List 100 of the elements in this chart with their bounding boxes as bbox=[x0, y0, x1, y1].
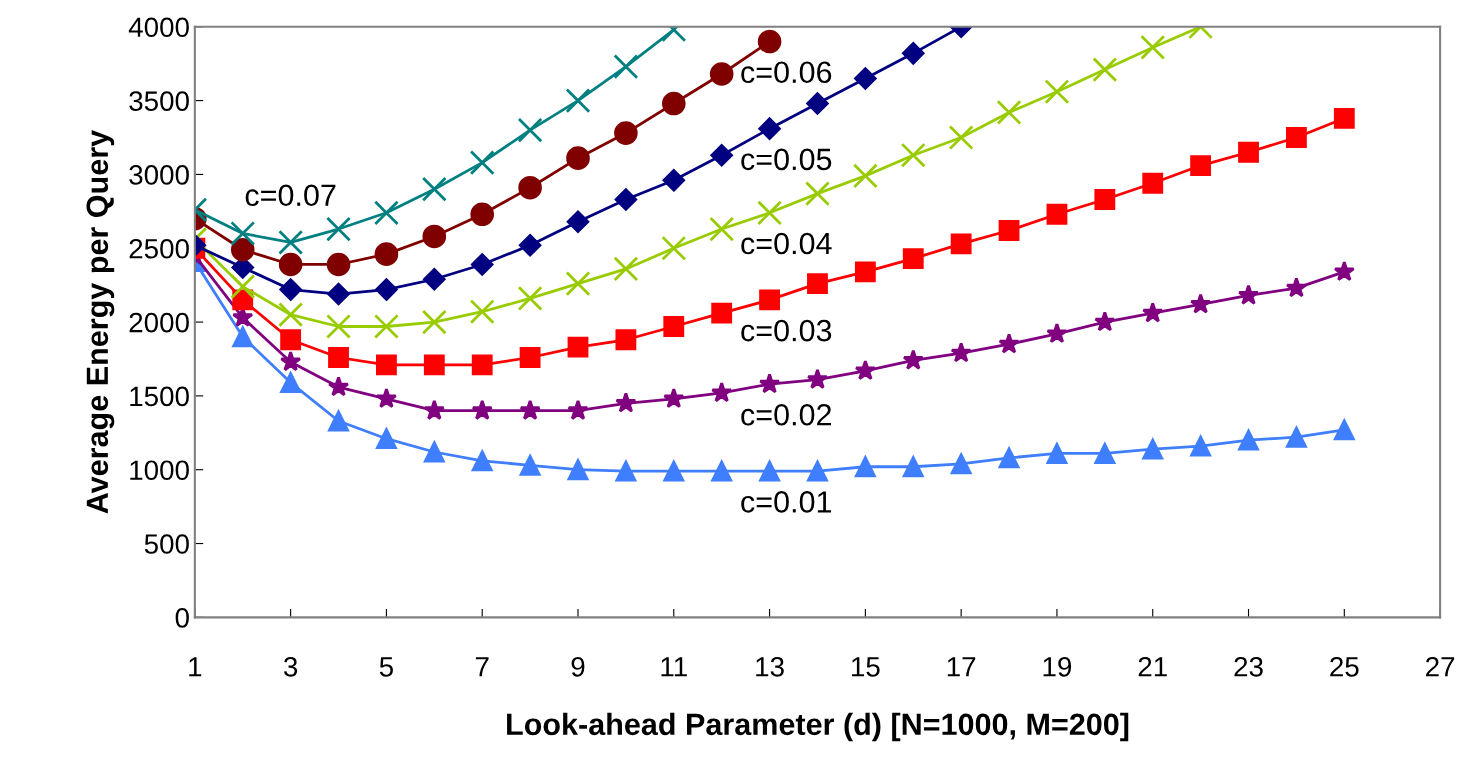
x-tick-label: 25 bbox=[1330, 656, 1359, 677]
point bbox=[663, 316, 685, 337]
x-axis-title: Look-ahead Parameter (d) [N=1000, M=200] bbox=[507, 712, 1129, 742]
point bbox=[469, 299, 495, 325]
point bbox=[902, 42, 925, 65]
point bbox=[709, 62, 734, 86]
y-tick-label: 1500 bbox=[130, 386, 189, 407]
point bbox=[854, 261, 876, 283]
point bbox=[470, 202, 495, 227]
point bbox=[375, 387, 398, 409]
y-tick-label: 2000 bbox=[129, 312, 189, 333]
point bbox=[519, 399, 541, 420]
point bbox=[758, 117, 781, 140]
point bbox=[518, 175, 542, 200]
point bbox=[230, 220, 256, 246]
point bbox=[566, 146, 590, 170]
point bbox=[1189, 293, 1212, 314]
point bbox=[998, 333, 1020, 354]
point bbox=[1190, 435, 1212, 457]
point bbox=[759, 289, 780, 311]
point bbox=[230, 274, 256, 300]
series-label: c=0.06 bbox=[741, 61, 832, 84]
point bbox=[1142, 172, 1164, 194]
point bbox=[1238, 141, 1259, 163]
point bbox=[998, 447, 1020, 469]
point bbox=[996, 99, 1022, 125]
x-tick-label: 23 bbox=[1234, 656, 1263, 677]
point bbox=[663, 460, 685, 482]
point bbox=[662, 169, 685, 192]
y-tick-label: 3000 bbox=[129, 165, 189, 185]
point bbox=[807, 460, 828, 482]
y-tick-label: 1000 bbox=[130, 460, 189, 481]
x-tick-label: 19 bbox=[1043, 656, 1072, 677]
point bbox=[1094, 189, 1116, 210]
point bbox=[759, 460, 780, 482]
point bbox=[948, 125, 974, 151]
point bbox=[421, 309, 447, 335]
point bbox=[373, 200, 399, 226]
point bbox=[1285, 127, 1307, 148]
x-tick-label: 1 bbox=[189, 657, 202, 677]
x-tick-label: 13 bbox=[756, 656, 784, 677]
point bbox=[518, 234, 542, 257]
point bbox=[232, 326, 254, 348]
point bbox=[1046, 443, 1068, 464]
point bbox=[806, 92, 829, 115]
x-tick-label: 17 bbox=[947, 657, 976, 677]
x-tick-label: 21 bbox=[1138, 656, 1167, 677]
point bbox=[854, 359, 876, 381]
point bbox=[902, 456, 924, 478]
series-label: c=0.05 bbox=[741, 148, 832, 171]
point bbox=[565, 271, 591, 297]
point bbox=[230, 237, 255, 262]
x-tick-label: 7 bbox=[475, 657, 489, 677]
point bbox=[566, 210, 590, 233]
y-tick-label: 0 bbox=[175, 608, 189, 628]
point bbox=[757, 200, 783, 226]
x-tick-label: 9 bbox=[571, 656, 585, 677]
series-label: c=0.04 bbox=[741, 232, 832, 255]
point bbox=[902, 248, 924, 269]
point bbox=[854, 456, 876, 478]
point bbox=[807, 273, 828, 295]
point bbox=[614, 188, 638, 211]
point bbox=[567, 399, 589, 420]
point bbox=[517, 117, 543, 143]
point bbox=[423, 354, 445, 376]
series-label: c=0.02 bbox=[741, 403, 832, 426]
point bbox=[615, 392, 637, 413]
point bbox=[613, 256, 639, 282]
point bbox=[1237, 284, 1260, 305]
point bbox=[327, 375, 350, 397]
point bbox=[902, 349, 924, 370]
point bbox=[517, 285, 543, 311]
point bbox=[423, 439, 446, 463]
point bbox=[615, 329, 637, 351]
point bbox=[279, 278, 302, 301]
point bbox=[1044, 79, 1070, 105]
x-tick-label: 5 bbox=[379, 657, 393, 677]
point bbox=[1092, 57, 1118, 83]
point bbox=[376, 428, 397, 450]
y-tick-label: 2500 bbox=[129, 238, 189, 259]
x-tick-label: 27 bbox=[1426, 656, 1455, 677]
point bbox=[326, 252, 351, 277]
point bbox=[711, 460, 733, 482]
point bbox=[806, 368, 829, 389]
point bbox=[422, 224, 447, 249]
point bbox=[852, 163, 878, 189]
point bbox=[758, 372, 781, 394]
point bbox=[854, 67, 877, 90]
point bbox=[757, 29, 782, 54]
point bbox=[1333, 260, 1355, 282]
point bbox=[280, 329, 302, 351]
point bbox=[950, 233, 972, 255]
point bbox=[376, 354, 397, 376]
point bbox=[709, 216, 735, 242]
point bbox=[1140, 34, 1166, 60]
point bbox=[519, 347, 541, 368]
point bbox=[471, 354, 493, 376]
point bbox=[471, 450, 493, 472]
y-tick-label: 500 bbox=[144, 534, 189, 554]
point bbox=[1094, 443, 1116, 464]
